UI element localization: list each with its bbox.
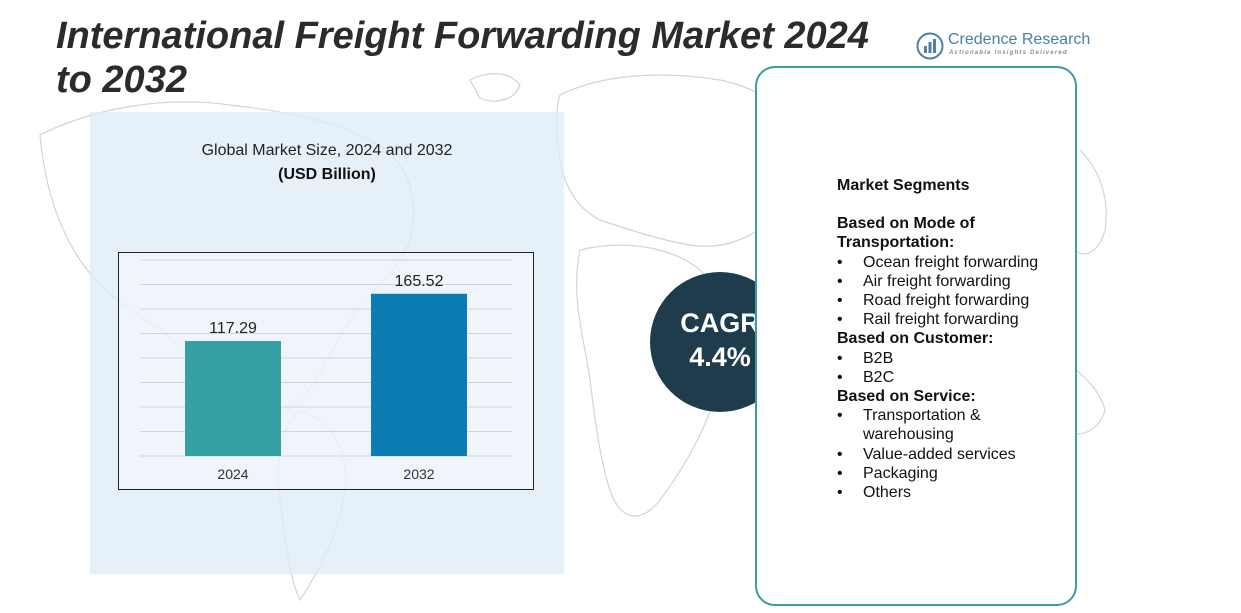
- bullet-icon: •: [837, 253, 843, 271]
- market-segments-heading: Market Segments: [837, 177, 970, 194]
- segment-item: • Packaging: [837, 464, 938, 482]
- page-title: International Freight Forwarding Market …: [56, 15, 869, 101]
- bullet-icon: •: [837, 368, 843, 386]
- segment-list-service: • Transportation & warehousing • Value-add…: [837, 406, 1073, 502]
- cagr-value: 4.4%: [689, 342, 751, 372]
- x-tick-label: 2024: [217, 466, 248, 482]
- bar-chart: 117.29 2024 165.52 2032: [118, 252, 534, 490]
- bullet-icon: •: [837, 272, 843, 290]
- bar: [371, 293, 467, 456]
- chart-panel: Global Market Size, 2024 and 2032 (USD B…: [90, 112, 564, 574]
- market-segments-content: Market Segments Based on Mode of Transpo…: [837, 176, 1073, 502]
- segment-group-title-service: Based on Service:: [837, 388, 976, 406]
- segment-item: • Rail freight forwarding: [837, 311, 1019, 329]
- bar: [185, 341, 281, 456]
- bullet-icon: •: [837, 407, 843, 425]
- market-segments-card: Market Segments Based on Mode of Transpo…: [755, 66, 1077, 606]
- bullet-icon: •: [837, 349, 843, 367]
- chart-subtitle: (USD Billion): [278, 166, 376, 183]
- chart-title: Global Market Size, 2024 and 2032: [201, 142, 453, 159]
- bullet-icon: •: [837, 484, 843, 502]
- segment-list-transportation: • Ocean freight forwarding • Air freight f…: [837, 253, 1073, 330]
- segment-group-title-transportation: Based on Mode of Transportation:: [837, 215, 975, 252]
- segment-item: • Air freight forwarding: [837, 272, 1011, 290]
- segment-item: • B2C: [837, 368, 895, 386]
- segment-item: • B2B: [837, 349, 894, 367]
- segment-item: • Ocean freight forwarding: [837, 253, 1039, 271]
- segment-item: • Transportation & warehousing: [837, 407, 981, 444]
- brand-tagline: Actionable Insights Delivered: [949, 50, 1068, 56]
- bullet-icon: •: [837, 311, 843, 329]
- segment-list-customer: • B2B • B2C: [837, 349, 1073, 387]
- brand-name: Credence Research: [948, 31, 1091, 48]
- chart-frame: [118, 252, 534, 490]
- segment-item: • Road freight forwarding: [837, 292, 1030, 310]
- cagr-label: CAGR: [680, 308, 760, 338]
- brand-logo: Credence Research Actionable Insights De…: [916, 30, 1106, 64]
- bullet-icon: •: [837, 292, 843, 310]
- bar-chart-circle-icon: [916, 32, 944, 60]
- segment-item: • Others: [837, 484, 912, 502]
- x-tick-label: 2032: [403, 466, 434, 482]
- data-label: 165.52: [395, 273, 444, 290]
- data-label: 117.29: [209, 320, 257, 337]
- bullet-icon: •: [837, 445, 843, 463]
- segment-group-title-customer: Based on Customer:: [837, 330, 994, 348]
- segment-item: • Value-added services: [837, 445, 1016, 463]
- bullet-icon: •: [837, 464, 843, 482]
